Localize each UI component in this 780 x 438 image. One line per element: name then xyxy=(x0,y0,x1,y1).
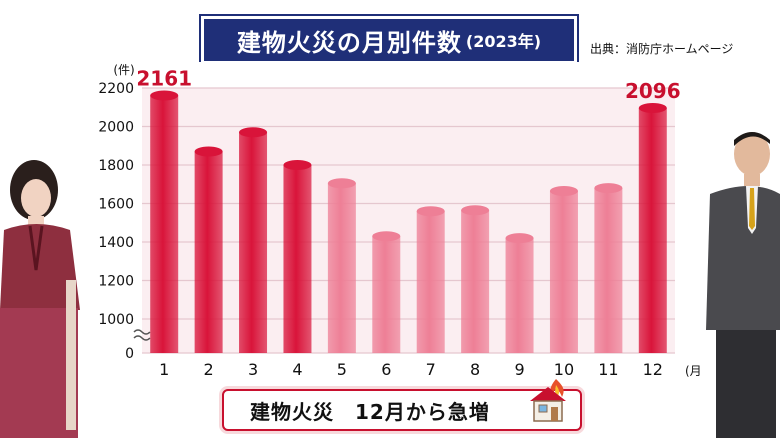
bar-cap xyxy=(638,103,667,114)
y-tick-label: 1000 xyxy=(98,312,134,328)
bar xyxy=(549,190,578,353)
y-tick-label: 2000 xyxy=(98,120,134,136)
x-tick-label: 12 xyxy=(643,360,663,379)
bar xyxy=(239,132,268,353)
chart-title-banner: 建物火災の月別件数 (2023年) xyxy=(201,16,577,64)
x-tick-label: 2 xyxy=(204,360,214,379)
bar-cap xyxy=(194,146,223,157)
x-tick-label: 10 xyxy=(554,360,574,379)
x-tick-label: 4 xyxy=(292,360,302,379)
bar xyxy=(283,165,312,353)
bar xyxy=(372,236,401,353)
bar xyxy=(416,211,445,353)
caption-box: 建物火災 12月から急増 xyxy=(222,379,582,431)
x-tick-label: 8 xyxy=(470,360,480,379)
plot-background xyxy=(142,88,675,353)
bar xyxy=(461,210,490,353)
chart-title-year: (2023年) xyxy=(465,32,542,51)
bar-cap xyxy=(372,231,401,242)
x-tick-label: 6 xyxy=(381,360,391,379)
bar-cap xyxy=(549,185,578,196)
x-tick-label: 5 xyxy=(337,360,347,379)
axis-break-icon xyxy=(133,329,151,341)
x-tick-label: 9 xyxy=(514,360,524,379)
y-axis-unit: (件) xyxy=(113,63,134,77)
y-tick-label: 1600 xyxy=(98,197,134,213)
bar-cap xyxy=(416,206,445,217)
bar-cap xyxy=(594,183,623,194)
x-tick-label: 11 xyxy=(598,360,618,379)
bar-cap xyxy=(150,90,179,101)
y-tick-label: 1800 xyxy=(98,158,134,174)
bar-cap xyxy=(239,127,268,138)
bar xyxy=(505,238,534,353)
chart-panel: 0 1000 1200 1400 1600 1800 2000 2200 (件) 1 2 3 4 5 6 7 8… xyxy=(90,62,700,392)
bar-cap xyxy=(505,233,534,244)
y-tick-label: 2200 xyxy=(98,81,134,97)
y-tick-label: 1200 xyxy=(98,274,134,290)
x-tick-label: 1 xyxy=(159,360,169,379)
x-axis-unit: (月) xyxy=(685,364,700,378)
y-tick-label: 1400 xyxy=(98,235,134,251)
x-tick-label: 3 xyxy=(248,360,258,379)
bar xyxy=(194,151,223,353)
bar xyxy=(594,188,623,353)
bar-cap xyxy=(327,178,356,189)
presenter-left-illustration xyxy=(0,160,80,438)
y-tick-label: 0 xyxy=(125,346,134,362)
presenter-right-illustration xyxy=(706,132,780,438)
bar-cap xyxy=(283,160,312,170)
bar-cap xyxy=(461,205,490,216)
data-label: 2161 xyxy=(136,67,192,91)
burning-house-icon xyxy=(530,379,566,422)
x-tick-label: 7 xyxy=(426,360,436,379)
bar xyxy=(150,95,179,353)
source-note: 出典：消防庁ホームページ xyxy=(590,42,734,56)
bar xyxy=(327,183,356,353)
caption-text: 建物火災 12月から急増 xyxy=(250,399,490,424)
chart-title: 建物火災の月別件数 xyxy=(236,28,462,57)
bar xyxy=(638,108,667,353)
data-label: 2096 xyxy=(625,79,681,103)
